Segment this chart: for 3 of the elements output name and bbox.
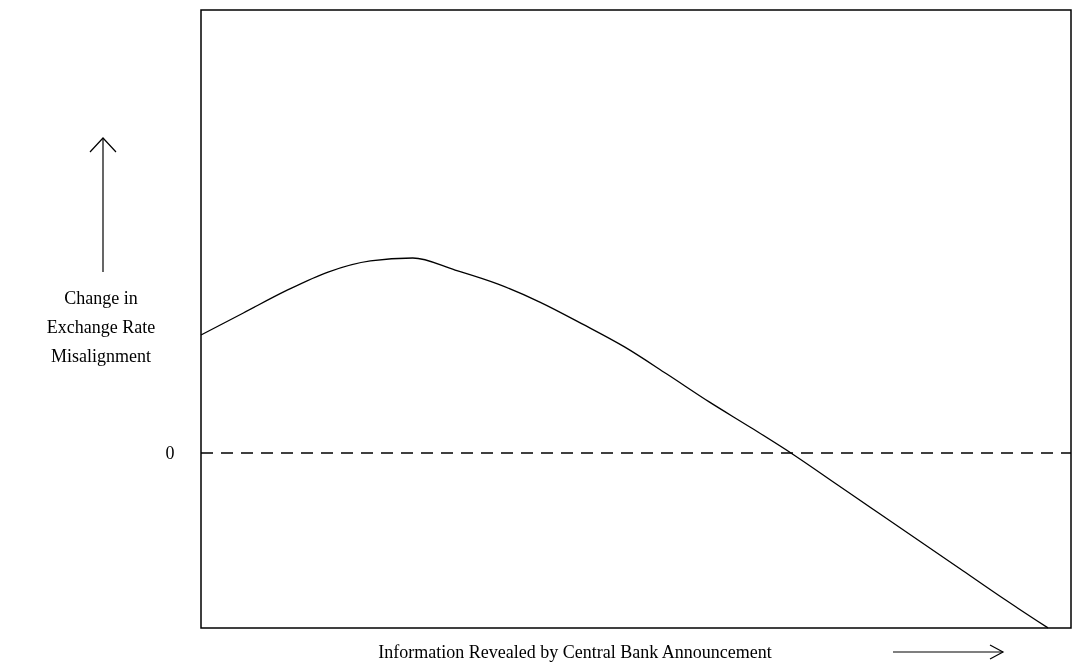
- ref-line-label: 0: [165, 443, 175, 464]
- y-axis-title: Change in Exchange Rate Misalignment: [46, 288, 156, 366]
- x-axis-title: Information Revealed by Central Bank Announcement: [378, 642, 772, 662]
